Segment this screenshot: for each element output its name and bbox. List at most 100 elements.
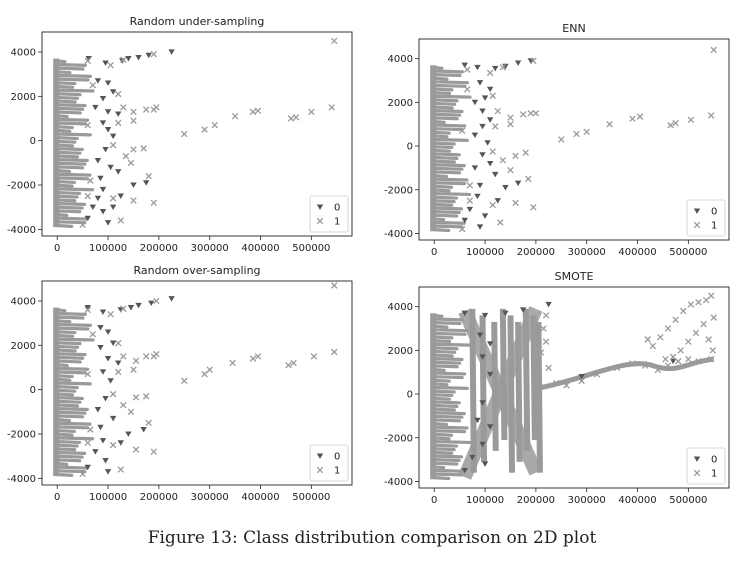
- cluster-stroke: [432, 109, 464, 114]
- data-point: [479, 354, 486, 360]
- cluster-stroke: [432, 123, 467, 128]
- cluster-stroke: [432, 191, 472, 197]
- data-point: [127, 408, 135, 416]
- data-point: [99, 369, 107, 375]
- data-point: [117, 193, 124, 199]
- data-point: [461, 467, 468, 474]
- data-point: [125, 56, 132, 62]
- cluster-stroke: [55, 450, 87, 456]
- cluster-stroke: [55, 154, 80, 159]
- cluster-stroke: [55, 88, 95, 93]
- cluster-stroke: [432, 353, 454, 358]
- data-point: [114, 339, 122, 347]
- smote-curve: [540, 356, 715, 390]
- legend-marker: [316, 453, 324, 459]
- cluster-stroke: [55, 326, 90, 331]
- data-point: [578, 377, 585, 385]
- legend-marker: [693, 221, 701, 229]
- data-point: [654, 366, 662, 374]
- data-point: [494, 198, 501, 204]
- cluster-stroke: [55, 425, 90, 430]
- data-point: [476, 80, 484, 86]
- cluster-stroke: [432, 137, 469, 142]
- data-point: [707, 112, 715, 119]
- cluster-stroke: [55, 172, 92, 177]
- legend-marker: [693, 456, 701, 462]
- data-point: [486, 424, 494, 430]
- x-tick-label: 500000: [669, 247, 707, 258]
- cluster-stroke: [432, 228, 451, 233]
- cluster-stroke: [55, 147, 84, 152]
- data-point: [84, 215, 91, 222]
- smote-streak: [535, 321, 543, 473]
- data-point: [109, 89, 117, 95]
- cluster-stroke: [55, 330, 77, 335]
- data-point: [680, 307, 687, 315]
- y-tick-label: 2000: [11, 92, 36, 103]
- data-point: [168, 49, 175, 55]
- y-tick-label: -2000: [7, 430, 36, 441]
- data-point: [145, 419, 152, 427]
- x-tick-label: 200000: [517, 247, 555, 258]
- cluster-stroke: [432, 407, 457, 412]
- data-point: [130, 117, 137, 124]
- data-point: [629, 360, 636, 367]
- cluster-stroke: [55, 428, 77, 434]
- cluster-stroke: [55, 84, 75, 89]
- cluster-stroke: [432, 105, 454, 110]
- legend-marker: [316, 466, 324, 474]
- data-point: [514, 180, 522, 187]
- plot-area: [41, 31, 353, 237]
- cluster-stroke: [432, 385, 469, 390]
- data-point: [687, 116, 695, 124]
- cluster-stroke: [55, 311, 87, 316]
- cluster-stroke: [55, 399, 82, 404]
- legend-label: 1: [711, 469, 717, 480]
- cluster-stroke: [55, 139, 77, 144]
- cluster-stroke: [55, 333, 75, 338]
- data-point: [84, 305, 91, 311]
- cluster-stroke: [55, 341, 82, 346]
- cluster-stroke: [432, 181, 467, 186]
- cluster-stroke: [432, 393, 454, 398]
- cluster-stroke: [432, 418, 462, 423]
- cluster-stroke: [432, 94, 472, 99]
- cluster-stroke: [432, 213, 459, 218]
- cluster-stroke: [432, 364, 459, 369]
- data-point: [527, 110, 535, 117]
- x-tick-label: 100000: [89, 243, 127, 254]
- data-point: [489, 148, 496, 155]
- legend: 01: [686, 447, 726, 485]
- cluster-stroke: [432, 69, 464, 74]
- data-point: [97, 325, 104, 331]
- cluster-stroke: [55, 344, 80, 349]
- data-point: [150, 50, 158, 58]
- data-point: [92, 449, 99, 455]
- data-point: [657, 333, 664, 341]
- cluster-stroke: [432, 439, 472, 445]
- cluster-stroke: [55, 465, 89, 470]
- chart-random-under-sampling: 0 100000 200000 300000 400000 500000-4000-200…: [7, 15, 353, 254]
- data-point: [168, 296, 175, 302]
- data-point: [466, 206, 474, 213]
- cluster-stroke: [55, 201, 87, 207]
- cluster-stroke: [432, 159, 457, 164]
- chart-title: SMOTE: [555, 270, 594, 283]
- data-point: [669, 353, 677, 361]
- data-point: [563, 382, 570, 389]
- chart-random-over-sampling: 0 100000 200000 300000 400000 500000-4000-200…: [7, 264, 353, 503]
- cluster-stroke: [432, 321, 462, 326]
- cluster-stroke: [432, 220, 466, 225]
- data-point: [140, 145, 147, 152]
- dense-cluster: [430, 65, 472, 233]
- data-point: [507, 166, 514, 174]
- cluster-stroke: [432, 331, 467, 336]
- data-point: [150, 353, 158, 360]
- cluster-stroke: [432, 101, 457, 106]
- data-point: [522, 149, 529, 156]
- x-tick-label: 0: [431, 247, 437, 258]
- cluster-stroke: [55, 95, 80, 100]
- cluster-stroke: [55, 370, 87, 375]
- cluster-stroke: [55, 443, 79, 448]
- cluster-stroke: [432, 468, 466, 473]
